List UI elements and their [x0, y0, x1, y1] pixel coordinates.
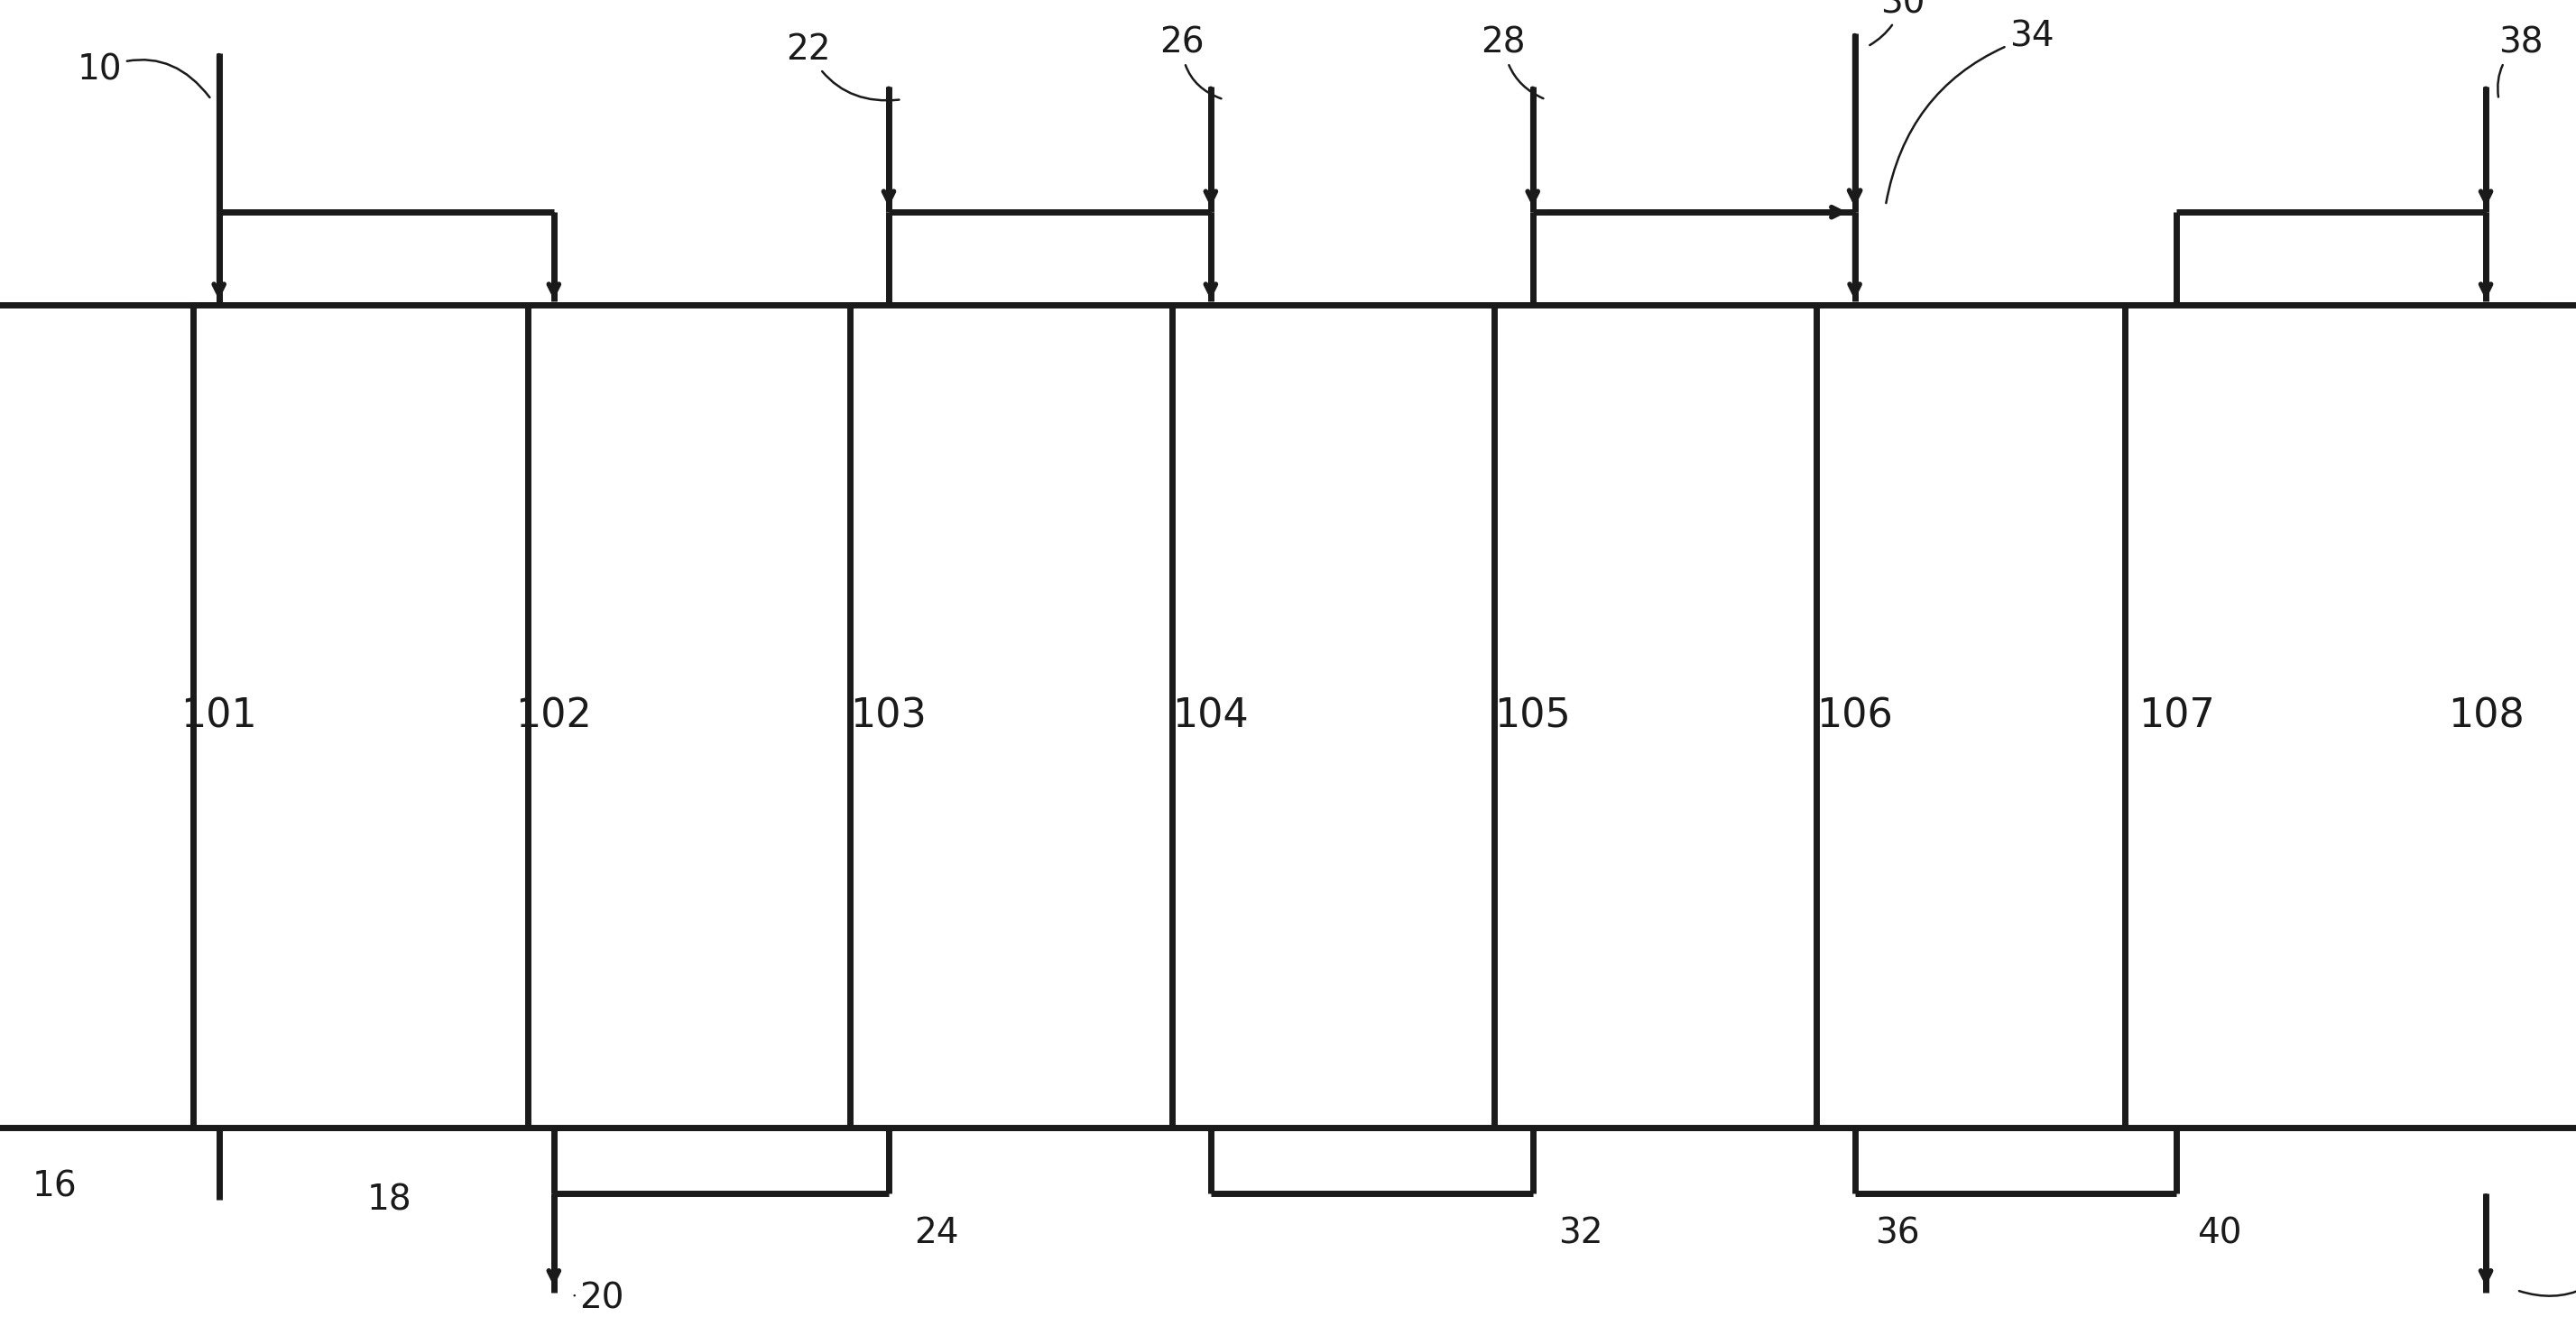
Text: 102: 102	[515, 696, 592, 736]
Text: 105: 105	[1494, 696, 1571, 736]
Text: 106: 106	[1816, 696, 1893, 736]
FancyBboxPatch shape	[1172, 305, 1893, 1127]
Text: 18: 18	[368, 1183, 412, 1217]
Text: 28: 28	[1481, 27, 1543, 98]
Text: 101: 101	[180, 696, 258, 736]
FancyBboxPatch shape	[850, 305, 1571, 1127]
Text: 107: 107	[2138, 696, 2215, 736]
FancyBboxPatch shape	[528, 305, 1249, 1127]
Text: 10: 10	[77, 53, 209, 97]
Text: 103: 103	[850, 696, 927, 736]
Text: 38: 38	[2499, 27, 2543, 97]
FancyBboxPatch shape	[1816, 305, 2537, 1127]
Text: 40: 40	[2197, 1216, 2241, 1250]
FancyBboxPatch shape	[1494, 305, 2215, 1127]
Text: 42: 42	[2519, 1253, 2576, 1296]
Text: 22: 22	[786, 33, 899, 101]
Text: 34: 34	[1886, 20, 2053, 203]
Text: 104: 104	[1172, 696, 1249, 736]
Text: 108: 108	[2447, 696, 2524, 736]
Text: 20: 20	[574, 1282, 623, 1315]
Text: 36: 36	[1875, 1216, 1919, 1250]
Text: 30: 30	[1870, 0, 1924, 45]
FancyBboxPatch shape	[193, 305, 914, 1127]
Text: 16: 16	[33, 1170, 77, 1204]
Text: 24: 24	[914, 1216, 958, 1250]
FancyBboxPatch shape	[2125, 305, 2576, 1127]
FancyBboxPatch shape	[0, 305, 580, 1127]
Text: 32: 32	[1558, 1216, 1602, 1250]
Text: 26: 26	[1159, 27, 1221, 98]
